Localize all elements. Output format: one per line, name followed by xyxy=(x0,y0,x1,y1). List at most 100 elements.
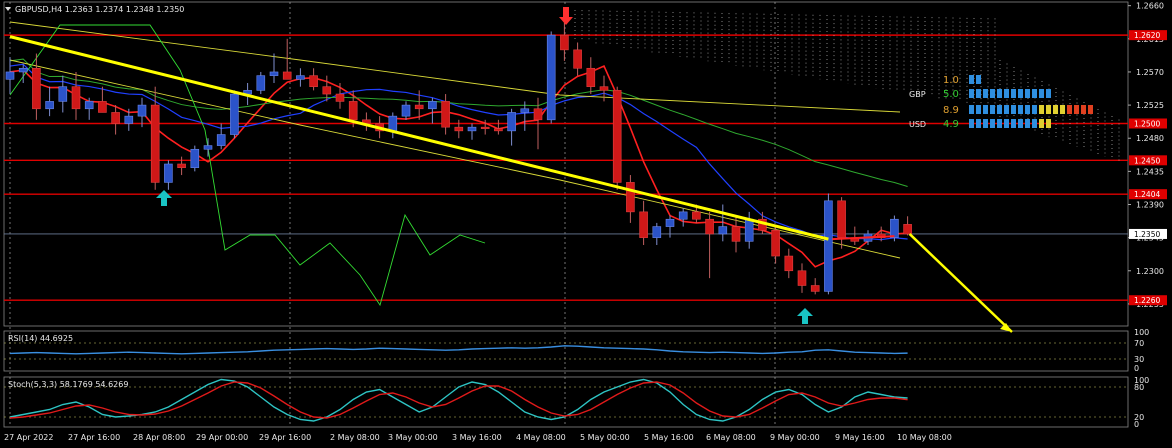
chart-header: GBPUSD,H4 1.2363 1.2374 1.2348 1.2350 xyxy=(5,5,184,14)
strength-bar xyxy=(1032,119,1037,128)
level-tag-box xyxy=(1129,30,1167,41)
strength-value: 8.9 xyxy=(943,105,959,116)
strength-bar xyxy=(1018,119,1023,128)
strength-bar xyxy=(969,75,974,84)
strength-bar xyxy=(997,89,1002,98)
candle-body xyxy=(256,75,266,91)
strength-bar xyxy=(969,119,974,128)
stoch-label: Stoch(5,3,3) 58.1769 54.6269 xyxy=(8,380,128,389)
strength-bar xyxy=(1025,89,1030,98)
time-tick-label: 27 Apr 16:00 xyxy=(68,433,120,442)
rsi-line xyxy=(9,345,908,355)
strength-bar xyxy=(983,119,988,128)
time-tick-label: 3 May 00:00 xyxy=(388,433,438,442)
strength-bar xyxy=(1046,119,1051,128)
strength-bar xyxy=(983,105,988,114)
stoch-frame xyxy=(3,376,1129,428)
level-tag-label: 1.2260 xyxy=(1134,296,1160,305)
rsi-label: RSI(14) 44.6925 xyxy=(8,334,73,343)
strength-currency-label: USD xyxy=(909,120,926,129)
candle-body xyxy=(744,218,754,242)
candle-body xyxy=(98,101,107,113)
candle-body xyxy=(467,126,477,132)
candle-body xyxy=(652,226,662,238)
descending-trend-line xyxy=(9,35,829,241)
time-tick-label: 9 May 16:00 xyxy=(835,433,885,442)
strength-bar xyxy=(1032,105,1037,114)
rsi-scale-label: 0 xyxy=(1134,364,1139,373)
rsi-scale-label: 70 xyxy=(1134,339,1144,348)
candle-body xyxy=(164,163,173,183)
candle-body xyxy=(401,104,411,117)
buy-arrow-icon xyxy=(156,190,172,206)
price-tick-label: 1.2525 xyxy=(1136,101,1164,110)
candle-body xyxy=(190,148,200,168)
strength-bar xyxy=(1039,105,1044,114)
candle-body xyxy=(599,86,609,91)
strength-bar xyxy=(1018,105,1023,114)
candle-body xyxy=(388,115,398,132)
candle-body xyxy=(282,71,292,80)
strength-bar xyxy=(1046,105,1051,114)
sell-arrow-icon xyxy=(559,7,573,25)
strength-bar xyxy=(1018,89,1023,98)
strength-bar xyxy=(1074,105,1079,114)
stoch-signal-line xyxy=(9,381,908,419)
level-tag-label: 1.2450 xyxy=(1134,156,1160,165)
strength-bar xyxy=(1081,105,1086,114)
current-price-label: 1.2350 xyxy=(1134,230,1160,239)
rsi-subwindow xyxy=(4,342,1128,360)
candle-body xyxy=(203,145,213,150)
strength-bar xyxy=(1032,89,1037,98)
time-tick-label: 28 Apr 08:00 xyxy=(133,433,185,442)
strength-bar xyxy=(1060,105,1065,114)
ma-fast-line xyxy=(9,65,908,268)
candle-body xyxy=(348,101,358,121)
time-tick-label: 5 May 16:00 xyxy=(644,433,694,442)
price-tick-label: 1.2570 xyxy=(1136,68,1164,77)
strength-bar xyxy=(969,105,974,114)
candle-body xyxy=(124,115,134,124)
stoch-scale-label: 100 xyxy=(1134,376,1149,385)
strength-bar xyxy=(976,89,981,98)
symbol-ohlc-label: GBPUSD,H4 1.2363 1.2374 1.2348 1.2350 xyxy=(15,5,184,14)
strength-currency-label: GBP xyxy=(909,90,926,99)
strength-bar xyxy=(1025,119,1030,128)
strength-bar xyxy=(1004,105,1009,114)
candle-body xyxy=(586,67,596,87)
strength-bar xyxy=(1004,119,1009,128)
cloud-dots xyxy=(574,10,1120,162)
candle-body xyxy=(269,71,279,76)
strength-bar xyxy=(1088,105,1093,114)
candle-body xyxy=(18,67,28,73)
candle-body xyxy=(810,285,820,292)
candle-body xyxy=(150,104,160,183)
level-tag-box xyxy=(1129,155,1167,166)
candle-body xyxy=(560,34,569,51)
strength-bar xyxy=(969,89,974,98)
strength-bar xyxy=(1039,119,1044,128)
time-tick-label: 9 May 00:00 xyxy=(770,433,820,442)
strength-bar xyxy=(1011,89,1016,98)
level-tag-box xyxy=(1129,295,1167,306)
candle-body xyxy=(771,229,780,257)
trend-lines[interactable] xyxy=(9,35,1013,333)
time-axis: 27 Apr 2022 27 Apr 16:00 28 Apr 08:00 29 Ap… xyxy=(4,433,952,442)
horizontal-levels xyxy=(4,34,1128,301)
candle-body xyxy=(32,67,41,110)
candle-body xyxy=(58,86,68,102)
candle-body xyxy=(546,34,556,121)
time-tick-label: 27 Apr 2022 xyxy=(4,433,53,442)
dropdown-triangle-icon[interactable] xyxy=(5,7,11,11)
time-tick-label: 29 Apr 16:00 xyxy=(259,433,311,442)
candle-body xyxy=(296,75,305,80)
stoch-scale-label: 20 xyxy=(1134,413,1144,422)
strength-bar xyxy=(990,105,995,114)
strength-value: 4.9 xyxy=(943,119,959,130)
strength-bar xyxy=(1011,105,1016,114)
candle-body xyxy=(71,86,81,110)
candle-body xyxy=(573,49,582,69)
current-price-tag xyxy=(1129,228,1167,239)
strength-bar xyxy=(1046,89,1051,98)
